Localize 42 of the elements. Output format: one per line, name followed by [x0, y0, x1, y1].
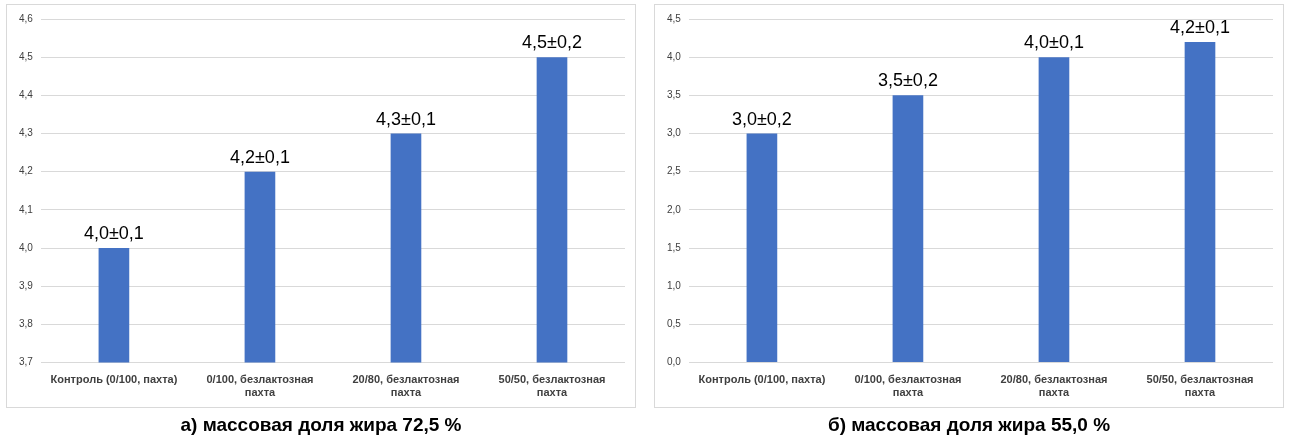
data-label: 4,5±0,2	[522, 32, 582, 53]
y-tick-label: 4,2	[19, 165, 34, 177]
y-tick-label: 4,5	[19, 50, 34, 62]
y-tick-label: 3,8	[19, 318, 34, 330]
bar	[1184, 41, 1216, 363]
y-tick-label: 0,0	[667, 356, 682, 368]
y-tick-label: 2,0	[667, 203, 682, 215]
y-tick-label: 3,5	[667, 89, 682, 101]
y-tick-label: 3,0	[667, 127, 682, 139]
bar	[746, 133, 778, 363]
x-tick-label: 0/100, безлактозная пахта	[854, 373, 962, 399]
y-tick-label: 4,3	[19, 127, 34, 139]
data-label: 3,5±0,2	[877, 70, 938, 91]
y-tick-label: 4,0	[19, 241, 34, 253]
data-label: 4,2±0,1	[1170, 16, 1230, 37]
y-tick-label: 4,1	[19, 203, 34, 215]
text: а) массовая доля жира 72,5 %	[179, 414, 463, 436]
y-tick-label: 0,5	[667, 318, 682, 330]
data-label: 3,0±0,2	[731, 108, 792, 129]
bar	[892, 95, 924, 363]
y-tick-label: 4,4	[19, 89, 34, 101]
x-tick-label: 50/50, безлактозная пахта	[1146, 373, 1254, 399]
x-tick-label: 0/100, безлактозная пахта	[206, 373, 314, 399]
x-tick-label: 20/80, безлактозная пахта	[352, 373, 460, 399]
bar	[1038, 57, 1070, 363]
y-tick-label: 1,5	[667, 241, 682, 253]
text: б) массовая доля жира 55,0 %	[826, 414, 1112, 436]
data-label: 4,2±0,1	[229, 146, 290, 167]
y-tick-label: 4,6	[19, 12, 34, 24]
data-label: 4,0±0,1	[83, 223, 144, 244]
y-tick-label: 3,7	[19, 356, 34, 368]
data-label: 4,0±0,1	[1023, 32, 1084, 53]
y-tick-label: 4,5	[667, 12, 682, 24]
y-tick-label: 2,5	[667, 165, 682, 177]
x-tick-label: 50/50, безлактозная пахта	[498, 373, 606, 399]
y-tick-label: 3,9	[19, 279, 34, 291]
x-tick-label: 20/80, безлактозная пахта	[1000, 373, 1108, 399]
y-tick-label: 1,0	[667, 279, 682, 291]
data-label: 4,3±0,1	[375, 108, 436, 129]
y-tick-label: 4,0	[667, 50, 682, 62]
x-tick-label: Контроль (0/100, пахта)	[698, 373, 826, 386]
x-tick-label: Контроль (0/100, пахта)	[50, 373, 178, 386]
